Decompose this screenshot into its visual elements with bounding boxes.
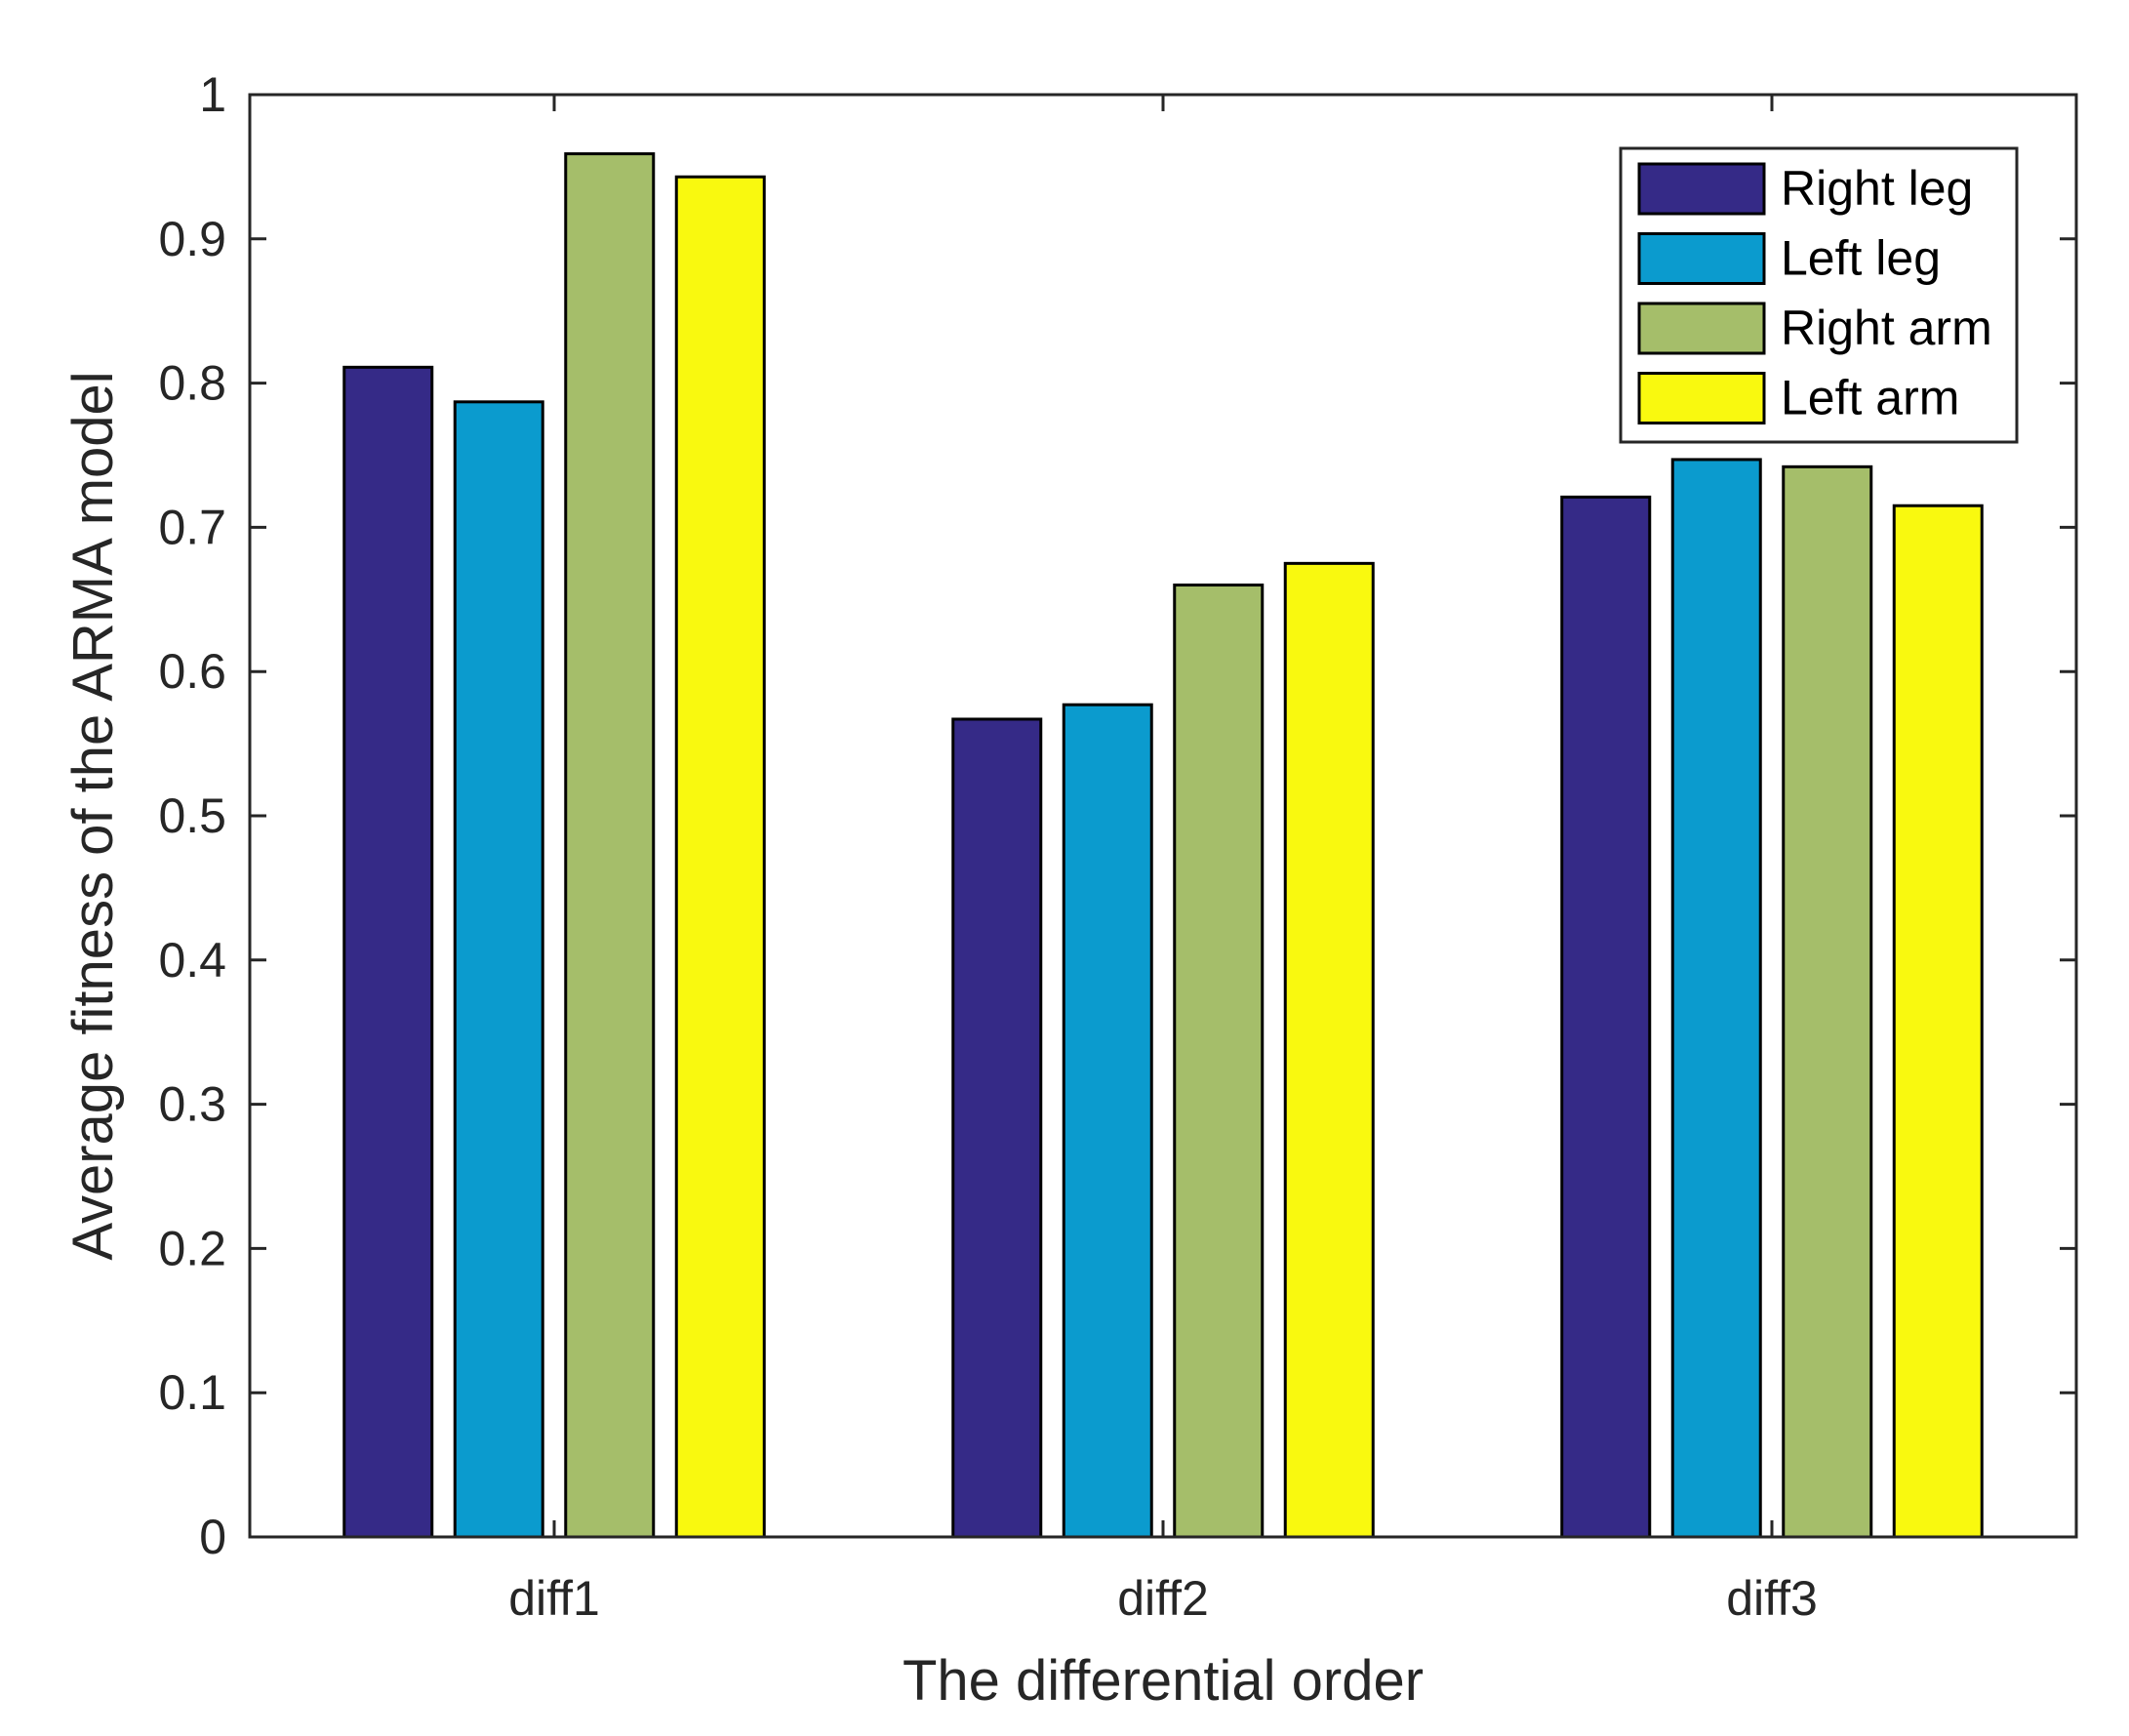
y-tick-label: 0.3 — [158, 1077, 226, 1132]
legend-label-left-leg: Left leg — [1781, 231, 1941, 286]
legend: Right leg Left leg Right arm Left arm — [1619, 146, 2019, 444]
x-tick-label-diff3: diff3 — [1726, 1571, 1818, 1626]
x-axis-title: The differential order — [903, 1649, 1424, 1713]
bar-diff3-right-arm — [1782, 464, 1873, 1539]
bar-diff1-left-leg — [453, 400, 544, 1539]
y-tick-label: 0.5 — [158, 788, 226, 843]
tick-labels-group: 0 0.1 0.2 0.3 0.4 0.5 0.6 0.7 0.8 0.9 1 diff1 diff2 d… — [158, 67, 1817, 1626]
bar-diff2-left-leg — [1062, 703, 1153, 1539]
bar-diff1-right-leg — [342, 365, 434, 1539]
y-tick-label: 1 — [199, 67, 226, 122]
legend-swatch-left-leg — [1637, 232, 1766, 285]
legend-swatch-right-leg — [1637, 162, 1766, 216]
bar-diff3-left-leg — [1670, 458, 1762, 1539]
legend-label-left-arm: Left arm — [1781, 371, 1959, 425]
y-tick-label: 0.2 — [158, 1221, 226, 1275]
y-axis-title: Average fitness of the ARMA model — [61, 371, 125, 1260]
legend-label-right-arm: Right arm — [1781, 301, 1992, 355]
y-tick-label: 0 — [199, 1510, 226, 1564]
y-tick-label: 0.1 — [158, 1365, 226, 1420]
bar-diff2-left-arm — [1283, 561, 1375, 1539]
bar-diff2-right-arm — [1173, 584, 1265, 1539]
ticks-group — [250, 93, 2076, 1539]
bar-diff1-right-arm — [564, 152, 656, 1539]
x-tick-label-diff1: diff1 — [508, 1571, 600, 1626]
legend-swatch-left-arm — [1637, 372, 1766, 424]
bar-diff3-left-arm — [1892, 504, 1984, 1539]
bar-diff1-left-arm — [674, 175, 766, 1539]
y-tick-label: 0.4 — [158, 933, 226, 988]
bar-diff2-right-leg — [951, 717, 1043, 1539]
legend-swatch-right-arm — [1637, 302, 1766, 355]
y-tick-label: 0.6 — [158, 644, 226, 699]
y-tick-label: 0.9 — [158, 212, 226, 266]
x-tick-label-diff2: diff2 — [1117, 1571, 1209, 1626]
y-tick-label: 0.8 — [158, 356, 226, 411]
bars-group — [342, 152, 1984, 1539]
legend-label-right-leg: Right leg — [1781, 161, 1973, 216]
y-tick-label: 0.7 — [158, 500, 226, 554]
bar-diff3-right-leg — [1560, 495, 1652, 1539]
